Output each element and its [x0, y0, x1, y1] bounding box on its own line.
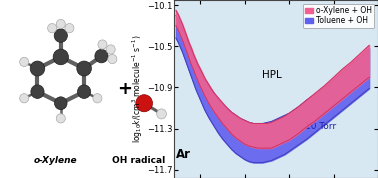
- Circle shape: [77, 85, 91, 98]
- Circle shape: [56, 19, 65, 29]
- Circle shape: [31, 85, 44, 98]
- Circle shape: [30, 61, 45, 76]
- Text: o-Xylene: o-Xylene: [34, 156, 77, 165]
- Circle shape: [54, 29, 67, 42]
- Circle shape: [108, 54, 117, 64]
- Circle shape: [156, 109, 166, 119]
- Text: Ar: Ar: [176, 148, 191, 161]
- Text: +: +: [118, 80, 133, 98]
- Circle shape: [48, 23, 57, 33]
- Text: OH radical: OH radical: [112, 156, 166, 165]
- Text: 10 Torr: 10 Torr: [305, 122, 336, 131]
- Y-axis label: log$_{10}$$k$/(cm$^3$ molecule$^{-1}$ s$^{-1}$): log$_{10}$$k$/(cm$^3$ molecule$^{-1}$ s$…: [131, 35, 146, 143]
- Circle shape: [20, 57, 29, 67]
- Circle shape: [77, 61, 91, 76]
- Legend: o-Xylene + OH, Toluene + OH: o-Xylene + OH, Toluene + OH: [303, 4, 374, 28]
- Circle shape: [95, 49, 108, 63]
- Circle shape: [136, 95, 152, 112]
- Circle shape: [93, 94, 102, 103]
- Text: HPL: HPL: [262, 70, 281, 80]
- Circle shape: [98, 40, 107, 49]
- Circle shape: [65, 23, 74, 33]
- Circle shape: [53, 49, 68, 65]
- Circle shape: [56, 114, 65, 123]
- Circle shape: [20, 94, 29, 103]
- Circle shape: [106, 45, 115, 54]
- Circle shape: [54, 97, 67, 110]
